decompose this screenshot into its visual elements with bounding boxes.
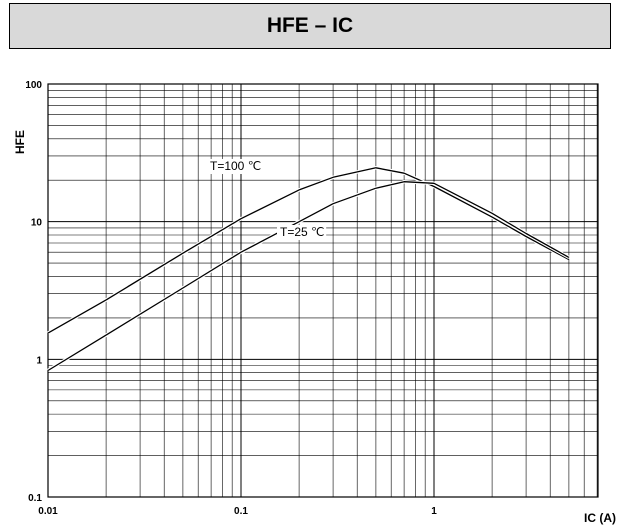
y-tick-label: 0.1 [28,493,42,504]
x-tick-label: 0.01 [38,506,58,517]
series-layer [47,166,570,372]
x-tick-label: 0.1 [234,506,248,517]
y-tick-label: 10 [31,218,43,229]
chart-title: HFE – IC [266,14,354,37]
plot-frame [47,83,599,498]
annotations: T=100 ℃ T=25 ℃ [207,159,327,240]
tick-labels: 0.01 0.1 1 100 10 1 0.1 [25,80,437,517]
series-line-t100 [47,167,570,334]
y-tick-label: 1 [36,355,42,366]
series-halo-1 [47,179,570,372]
grid-lines [47,84,598,498]
y-tick-label: 100 [25,80,42,91]
series-line-t25 [47,181,570,372]
x-axis-label: IC (A) [584,511,616,525]
chart-title-box: HFE – IC [9,3,611,49]
annotation-bg [207,159,264,174]
annotation-t100: T=100 ℃ [210,159,261,173]
annotation-bg [277,225,327,240]
series-halo-0 [47,166,570,335]
annotation-t25: T=25 ℃ [280,225,325,239]
x-tick-label: 1 [431,506,437,517]
y-axis-label: HFE [13,130,27,154]
